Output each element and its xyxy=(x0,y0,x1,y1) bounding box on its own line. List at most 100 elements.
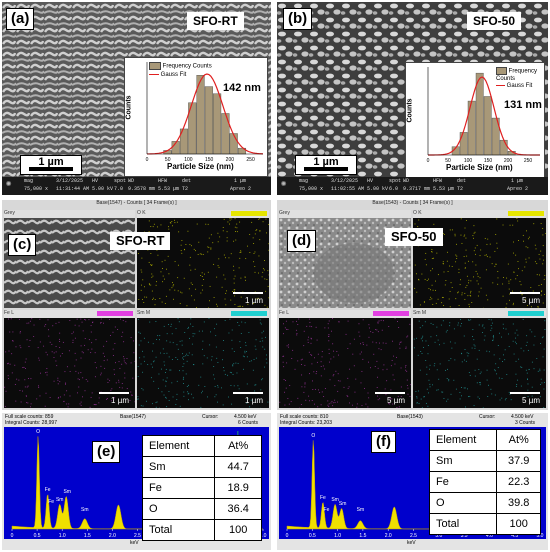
scale-bar-b-label: 1 µm xyxy=(313,156,339,168)
eds-f-fullscale: Full scale counts: 810 xyxy=(280,414,329,420)
info-b-hfw: HFW xyxy=(433,178,443,184)
map-fe-d-swatch xyxy=(373,311,409,316)
info-b-bar: 1 µm xyxy=(511,178,524,184)
map-grey-c: Grey xyxy=(4,210,135,308)
map-fe-d-scale: 5 µm xyxy=(375,392,405,405)
eds-map-panel-c: Base(1547) - Counts [ 34 Frame(s) ] Grey… xyxy=(2,200,271,410)
panel-label-f: (f) xyxy=(371,431,396,453)
eds-e-cursor: Cursor: xyxy=(202,414,219,420)
map-o-d-tag: O K xyxy=(413,210,546,218)
map-sm-c-scale-label: 1 µm xyxy=(245,396,263,405)
info-b-time: 11:02:55 AM xyxy=(331,186,365,192)
eds-e-xunit: keV xyxy=(130,540,139,546)
info-b-det-v: T2 xyxy=(457,186,464,192)
map-sm-c-scale: 1 µm xyxy=(233,392,263,405)
info-a-date: 3/12/2025 xyxy=(56,178,84,184)
info-b-spot-v: 6.0 xyxy=(389,186,399,192)
eds-peak-label: Fe xyxy=(320,495,326,501)
hist-xtick: 0 xyxy=(146,157,149,163)
hist-bar xyxy=(499,139,508,156)
histogram-b-plot: 0 50 100 150 200 250 xyxy=(427,67,541,164)
info-a-hv-v: 5.00 kV xyxy=(92,186,114,192)
info-a-mag: mag xyxy=(24,178,34,184)
map-fe-c-swatch xyxy=(97,311,133,316)
map-fe-d-scale-label: 5 µm xyxy=(387,396,405,405)
info-a-bar: 1 µm xyxy=(234,178,247,184)
table-cell: 39.8 xyxy=(496,492,541,514)
map-sm-c-tag: Sm M xyxy=(137,310,269,318)
hist-b-xlabel: Particle Size (nm) xyxy=(446,163,513,172)
table-header-cell: Element xyxy=(428,429,498,451)
table-row: Total 100 xyxy=(428,513,541,535)
hist-b-legend-fit: Gauss Fit xyxy=(506,82,533,89)
eds-peak-label: Fe xyxy=(324,507,330,513)
table-cell: Sm xyxy=(428,450,498,472)
map-grey-d-tag: Grey xyxy=(279,210,411,218)
histogram-a-plot: 0 50 100 150 200 250 xyxy=(146,62,264,163)
table-cell: Sm xyxy=(141,456,216,478)
scale-bar-a: 1 µm xyxy=(20,155,82,175)
map-o-d-swatch xyxy=(508,211,544,216)
eds-xtick: 3.0 xyxy=(435,533,442,539)
table-row: O 36.4 xyxy=(141,498,262,520)
eds-peak-label: Fe xyxy=(48,499,54,505)
info-a-det-v: T2 xyxy=(182,186,189,192)
eds-map-panel-d: Base(1543) - Counts [ 34 Frame(s) ] Grey… xyxy=(277,200,548,410)
info-b-apreo: Apreo 2 xyxy=(507,186,529,192)
map-fe-c-scale: 1 µm xyxy=(99,392,129,405)
eds-xtick: 0 xyxy=(286,533,289,539)
map-o-c-tag: O K xyxy=(137,210,269,218)
sample-label-d: SFO-50 xyxy=(385,228,443,246)
info-bar-b: ✺ mag 75,000 x 3/12/2025 11:02:55 AM HV … xyxy=(277,177,548,195)
map-sm-c: Sm M 1 µm xyxy=(137,310,269,408)
eds-peak-label: Sm xyxy=(339,501,347,507)
map-o-c-swatch xyxy=(231,211,267,216)
table-header-row: Element At% xyxy=(428,429,541,451)
map-o-d: O K 5 µm xyxy=(413,210,546,308)
eds-xtick: 2.5 xyxy=(134,533,141,539)
atomic-table-e: Element At% Sm 44.7 Fe 18.9 O 36.4 Total 100 xyxy=(141,435,262,541)
info-a-mag-v: 75,000 x xyxy=(24,186,49,192)
panel-label-a: (a) xyxy=(6,8,35,30)
hist-a-legend-fit: Gauss Fit xyxy=(160,71,187,78)
info-b-spot: spot xyxy=(389,178,402,184)
eds-e-fullscale: Full scale counts: 859 xyxy=(5,414,54,420)
fei-logo-icon: ✺ xyxy=(6,179,12,189)
eds-xtick: 1.0 xyxy=(59,533,66,539)
hist-xtick: 250 xyxy=(246,157,255,163)
hist-a-peak: 142 nm xyxy=(223,82,261,94)
eds-xtick: 3.5 xyxy=(461,533,468,539)
table-row: O 39.8 xyxy=(428,492,541,514)
eds-e-base: Base(1547) xyxy=(120,414,146,420)
eds-xtick: 1.5 xyxy=(84,533,91,539)
eds-xtick: 2.0 xyxy=(109,533,116,539)
eds-xtick: 0.5 xyxy=(34,533,41,539)
table-cell: Total xyxy=(428,513,498,535)
hist-bar xyxy=(229,133,238,155)
map-sm-d-tag: Sm M xyxy=(413,310,546,318)
gauss-fit-a xyxy=(146,73,264,155)
info-a-spot-v: 7.0 xyxy=(114,186,124,192)
table-cell: 18.9 xyxy=(214,477,262,499)
map-grey-d: Grey xyxy=(279,210,411,308)
table-cell: 100 xyxy=(496,513,541,535)
hist-xtick: 0 xyxy=(427,158,430,164)
scale-bar-a-label: 1 µm xyxy=(38,156,64,168)
map-sm-c-swatch xyxy=(231,311,267,316)
map-o-c-scale: 1 µm xyxy=(233,292,263,305)
map-header-d: Base(1543) - Counts [ 34 Frame(s) ] xyxy=(372,200,453,206)
hist-b-peak: 131 nm xyxy=(504,99,542,111)
hist-b-legend-title: Frequency Counts xyxy=(496,68,538,82)
info-a-wd: WD xyxy=(128,178,135,184)
hist-b-legend: Frequency Counts Gauss Fit xyxy=(496,67,544,90)
hist-xtick: 250 xyxy=(524,158,533,164)
map-o-d-scale: 5 µm xyxy=(510,292,540,305)
info-b-wd: WD xyxy=(403,178,410,184)
scale-bar-b: 1 µm xyxy=(295,155,357,175)
hist-a-legend-title: Frequency Counts xyxy=(162,63,212,70)
table-header-cell: Element xyxy=(141,435,216,457)
table-cell: 22.3 xyxy=(496,471,541,493)
panel-label-c: (c) xyxy=(8,234,37,256)
atomic-table-f: Element At% Sm 37.9 Fe 22.3 O 39.8 Total 100 xyxy=(428,429,541,535)
info-b-hfw-v: 5.53 µm xyxy=(433,186,455,192)
